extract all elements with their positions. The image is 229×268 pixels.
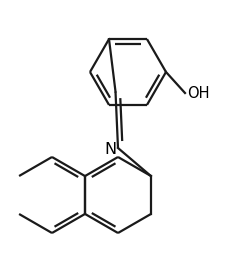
Text: N: N: [104, 143, 116, 158]
Text: OH: OH: [186, 85, 209, 100]
